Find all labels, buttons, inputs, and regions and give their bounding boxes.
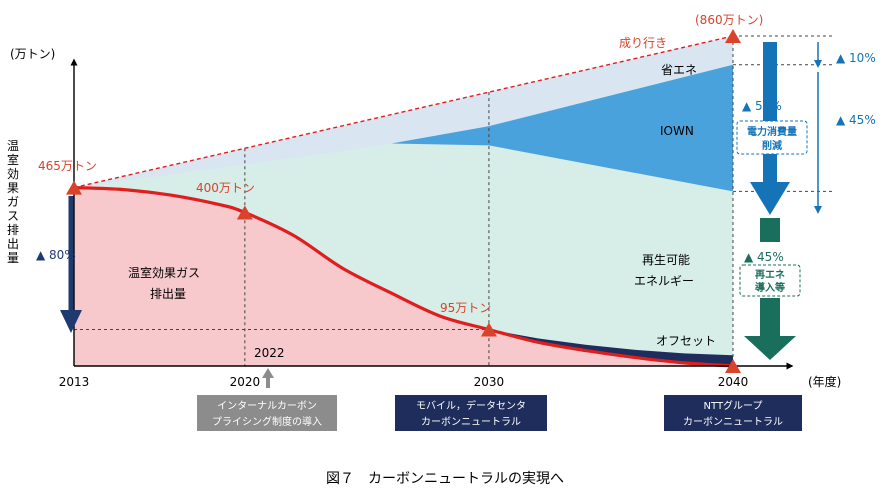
renewable-arrow-top (760, 218, 780, 242)
iown-area (391, 64, 733, 192)
milestone-box-2040 (664, 395, 802, 431)
x-unit-label: (年度) (808, 374, 841, 389)
marker-2040 (725, 359, 741, 373)
x-tick-2040: 2040 (718, 375, 749, 389)
renewable-label-1: 再生可能 (642, 253, 690, 267)
marker-2013 (66, 180, 82, 195)
power-saving-arrowhead (750, 182, 790, 215)
marker-2040-bau (725, 29, 741, 43)
data-markers (66, 29, 741, 373)
renewable-arrow-shaft (760, 298, 780, 338)
milestone-box-2022 (197, 395, 337, 431)
pct-45-renew-label: ▲ 45% (744, 250, 784, 264)
y-axis-title: 温室効果ガス排出量 (7, 139, 19, 265)
pct-10-label: ▲ 10% (836, 51, 876, 65)
label-860: (860万トン) (695, 13, 763, 27)
renewable-intro-box (739, 264, 801, 297)
bau-line (73, 35, 734, 189)
marker-2020 (236, 205, 253, 220)
offset-band (488, 328, 733, 366)
emission-area (74, 187, 733, 366)
milestone-2022-line1: インターナルカーボン (217, 400, 317, 412)
bau-label: 成り行き (619, 36, 667, 50)
emission-line (72, 186, 735, 368)
reduction-80-arrowhead (60, 310, 82, 333)
year-2022-label: 2022 (254, 346, 285, 360)
reduction-80-label: ▲ 80% (36, 248, 76, 262)
x-tick-labels: 2013 2020 2030 2040 (59, 375, 749, 389)
milestone-2040-line1: NTTグループ (704, 399, 763, 412)
iown-label: IOWN (660, 124, 694, 138)
x-tick-2020: 2020 (230, 375, 261, 389)
label-95: 95万トン (440, 301, 491, 315)
y-unit-label: (万トン) (10, 47, 55, 61)
figure-caption: 図７ カーボンニュートラルの実現へ (326, 471, 564, 487)
milestone-2040-line2: カーボンニュートラル (683, 416, 783, 428)
pct-55-label: ▲ 55% (742, 99, 782, 113)
renew-box-line2: 導入等 (755, 281, 785, 294)
label-400: 400万トン (196, 181, 255, 195)
offset-label: オフセット (656, 334, 716, 348)
renewable-label-2: エネルギー (634, 274, 694, 288)
milestone-2030-line2: カーボンニュートラル (421, 416, 521, 428)
milestone-2022-line2: プライシング制度の導入 (212, 415, 322, 428)
ghg-label-1: 温室効果ガス (128, 265, 200, 280)
pct-45-total-label: ▲ 45% (836, 113, 876, 127)
renewable-arrowhead (744, 336, 796, 360)
power-reduction-box (736, 120, 808, 155)
marker-2030 (480, 322, 497, 337)
milestone-2030-line1: モバイル，データセンタ (416, 399, 526, 412)
x-tick-2013: 2013 (59, 375, 90, 389)
renew-box-line1: 再エネ (755, 269, 785, 281)
power-box-line1: 電力消費量 (747, 125, 797, 138)
label-465: 465万トン (38, 159, 97, 173)
energy-saving-label: 省エネ (661, 63, 697, 77)
ghg-label-2: 排出量 (150, 287, 186, 301)
x-tick-2030: 2030 (474, 375, 505, 389)
power-box-line2: 削減 (762, 139, 782, 152)
milestone-box-2030 (395, 395, 547, 431)
